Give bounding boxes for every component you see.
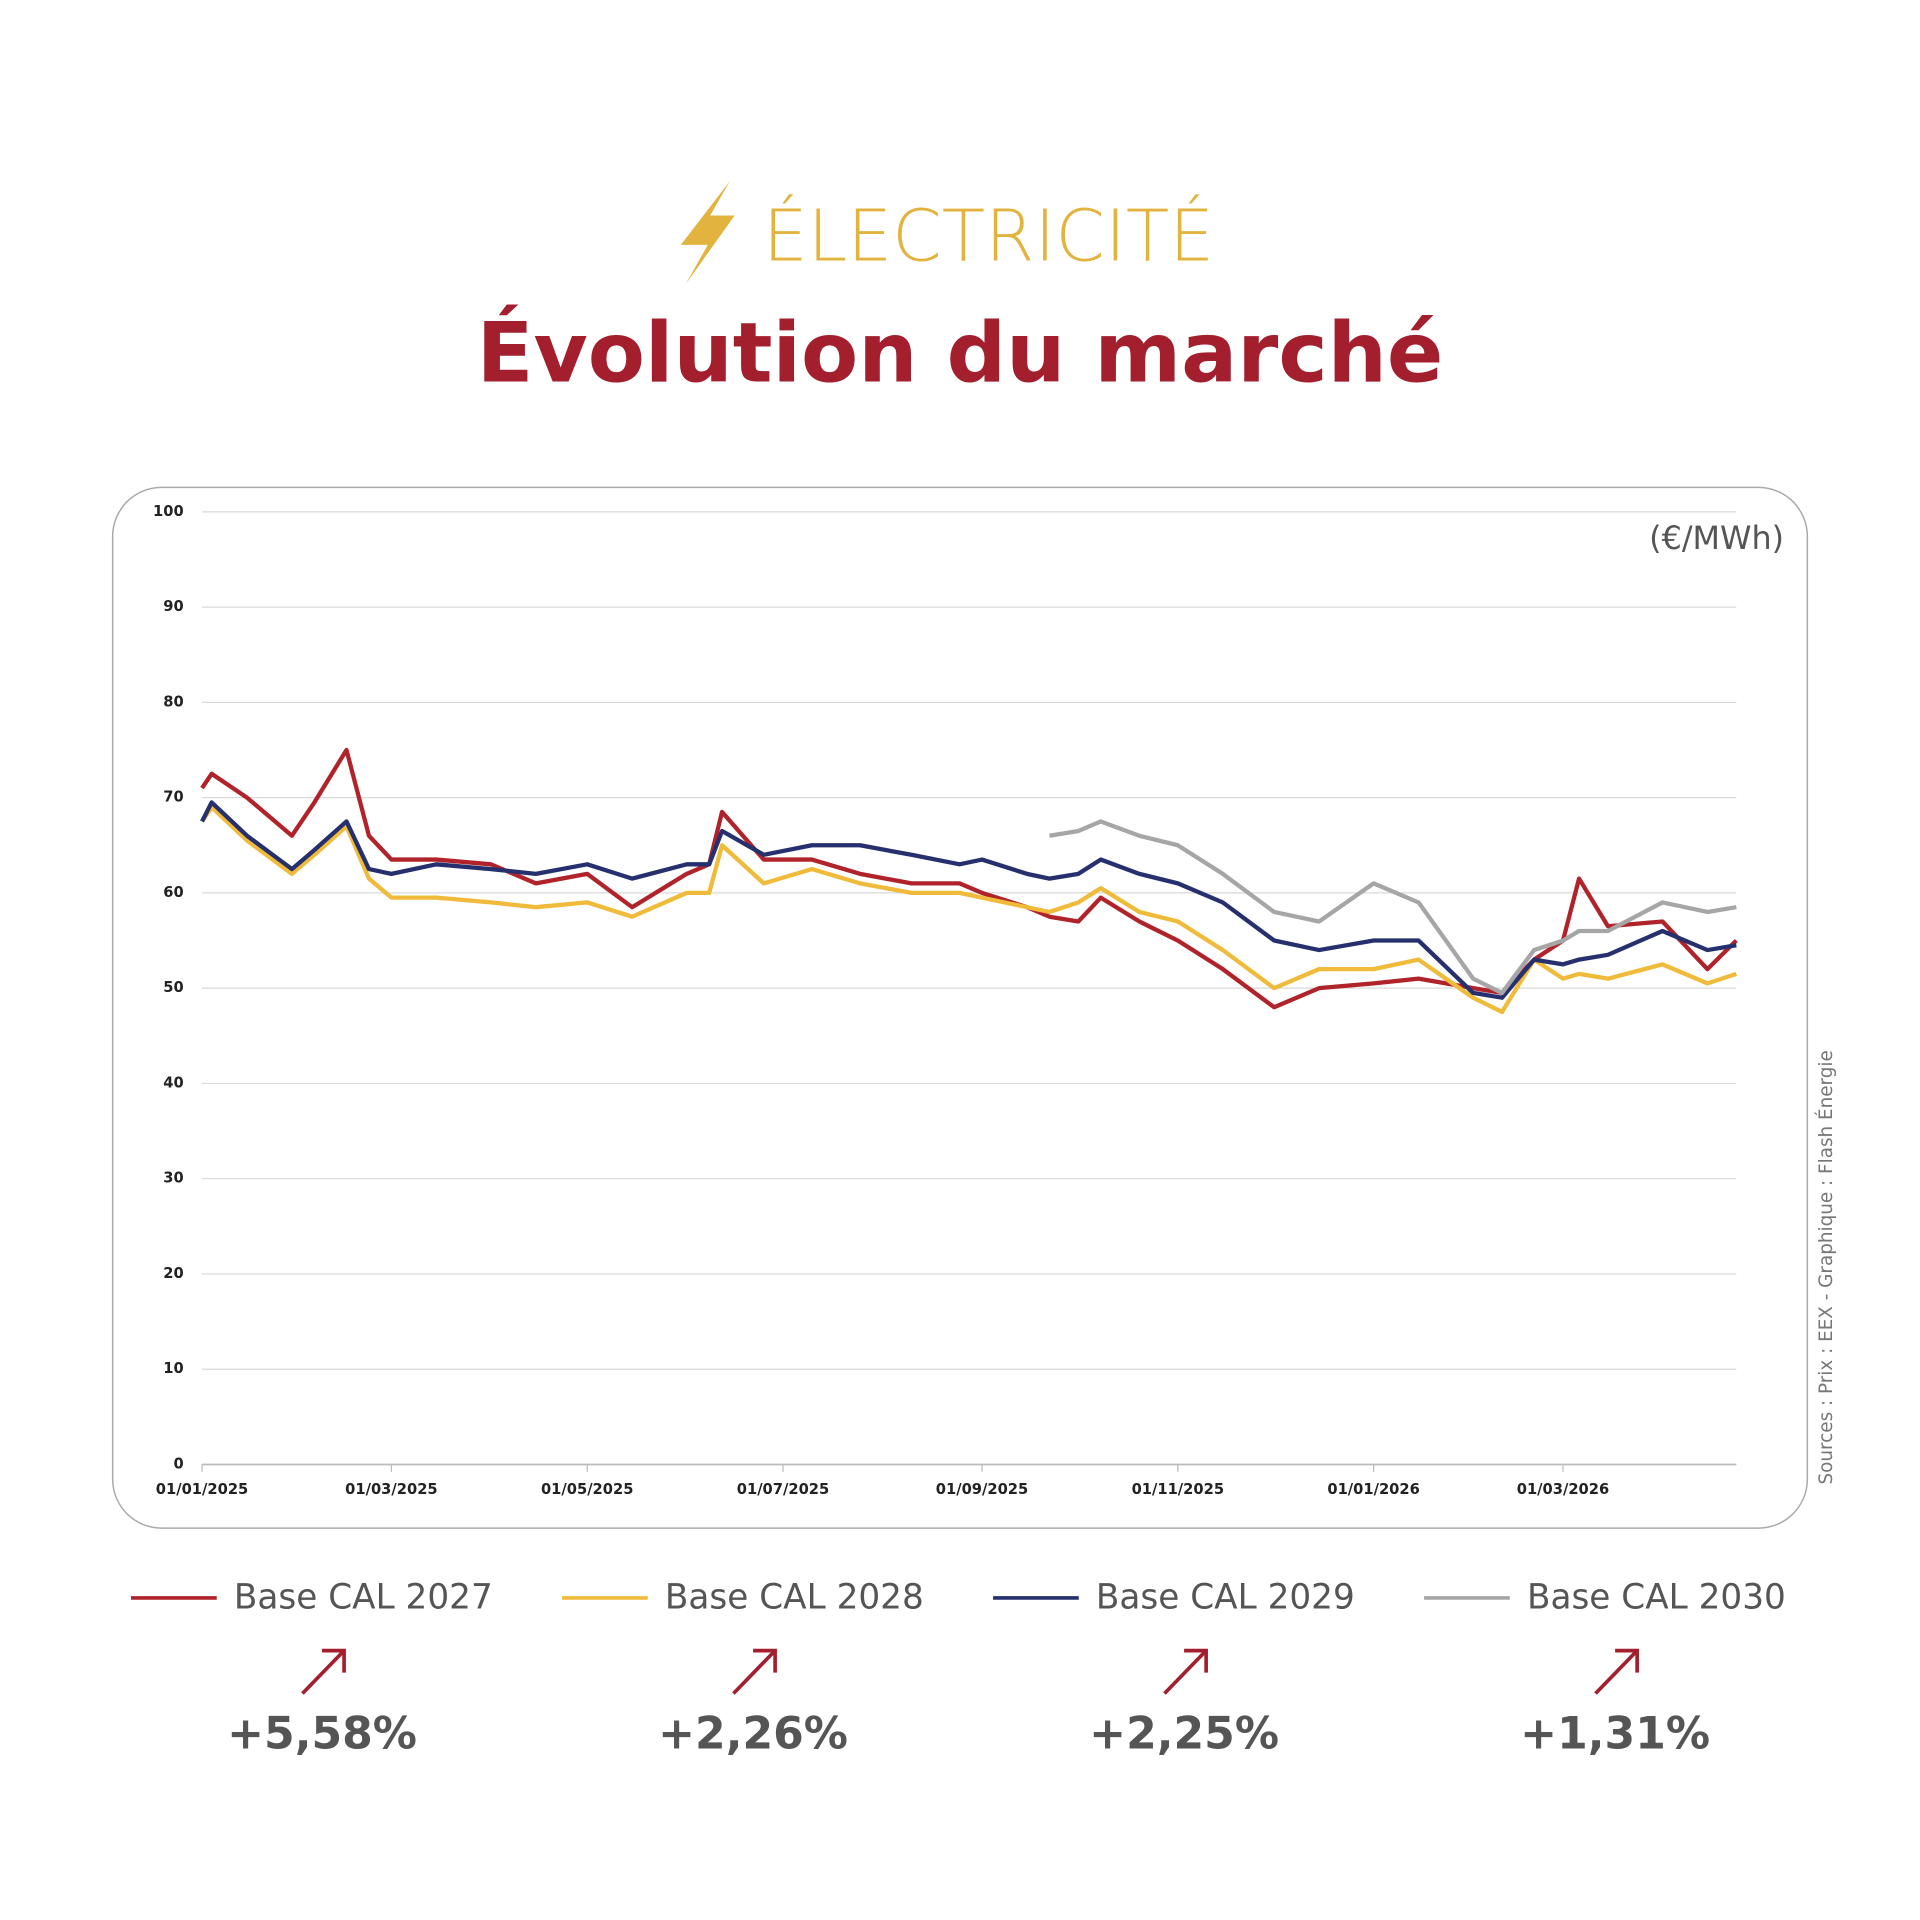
- legend-label: Base CAL 2027: [234, 1578, 493, 1618]
- series-line: [200, 800, 1737, 1000]
- trend-arrow: [732, 1648, 777, 1695]
- trend-arrow: [301, 1648, 346, 1695]
- x-tick-label: 01/01/2026: [1327, 1481, 1419, 1498]
- y-tick-label: 50: [163, 979, 183, 996]
- x-tick-label: 01/07/2025: [737, 1481, 830, 1498]
- x-tick-label: 01/05/2025: [541, 1481, 634, 1498]
- trend-arrow: [1594, 1648, 1639, 1695]
- x-tick-label: 01/01/2025: [156, 1481, 248, 1498]
- y-tick-label: 70: [163, 789, 183, 806]
- legend-label: Base CAL 2028: [665, 1578, 924, 1618]
- y-tick-label: 0: [173, 1455, 183, 1472]
- trend-arrow: [1163, 1648, 1208, 1695]
- source: Sources : Prix : EEX - Graphique : Flash…: [1815, 1050, 1837, 1484]
- lightning-icon: [680, 181, 735, 285]
- chart-title: Évolution du marché: [477, 304, 1444, 402]
- change-label: +2,25%: [1089, 1708, 1279, 1759]
- y-tick-label: 40: [163, 1074, 183, 1091]
- y-tick-label: 30: [163, 1170, 183, 1187]
- chart-frame: [111, 486, 1809, 1529]
- change-label: +1,31%: [1520, 1708, 1710, 1759]
- x-tick-label: 01/03/2025: [345, 1481, 438, 1498]
- unit-label: (€/MWh): [1649, 519, 1784, 557]
- x-tick-label: 01/03/2026: [1517, 1481, 1610, 1498]
- y-tick-label: 80: [163, 693, 183, 710]
- supertitle: ÉLECTRICITÉ: [763, 195, 1214, 278]
- x-tick-label: 01/11/2025: [1132, 1481, 1225, 1498]
- series-line: [200, 747, 1738, 1010]
- x-tick-label: 01/09/2025: [936, 1481, 1029, 1498]
- y-tick-label: 100: [153, 503, 184, 520]
- change-label: +2,26%: [658, 1708, 848, 1759]
- series-line: [1049, 819, 1737, 996]
- y-tick-label: 90: [163, 598, 183, 615]
- legend-label: Base CAL 2029: [1096, 1578, 1355, 1618]
- y-tick-label: 60: [163, 884, 183, 901]
- legend-label: Base CAL 2030: [1527, 1578, 1786, 1618]
- change-label: +5,58%: [227, 1708, 417, 1759]
- y-tick-label: 10: [163, 1360, 183, 1377]
- series-line: [200, 805, 1737, 1015]
- y-tick-label: 20: [163, 1265, 183, 1282]
